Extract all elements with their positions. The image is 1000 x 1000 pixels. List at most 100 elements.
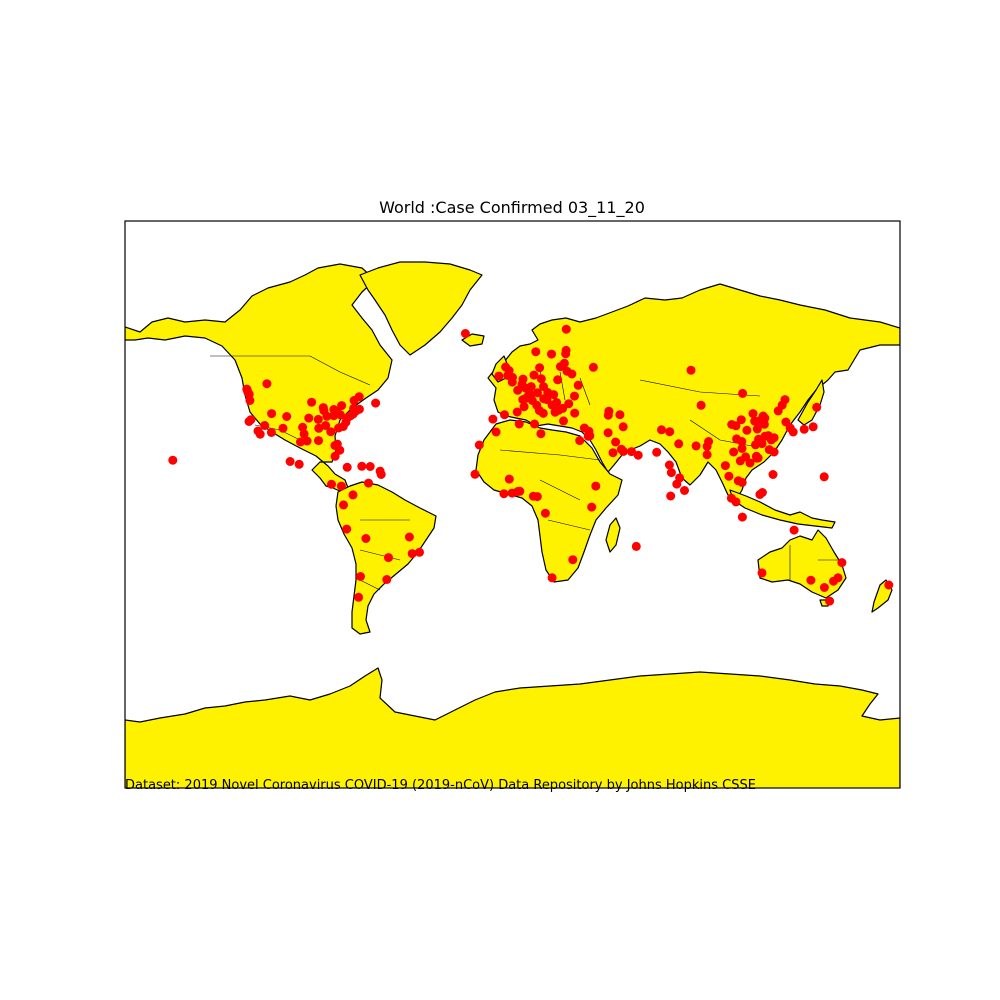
case-marker <box>245 396 255 405</box>
case-marker <box>757 439 767 449</box>
case-marker <box>727 420 737 429</box>
case-marker <box>837 558 847 568</box>
case-marker <box>672 479 682 489</box>
case-marker <box>556 362 565 372</box>
case-marker <box>342 462 352 472</box>
case-marker <box>745 458 755 468</box>
case-marker <box>736 415 746 425</box>
case-marker <box>666 491 676 501</box>
case-marker <box>266 428 276 437</box>
case-marker <box>526 382 536 392</box>
case-marker <box>704 437 714 446</box>
case-marker <box>720 461 730 471</box>
case-marker <box>318 403 328 413</box>
case-marker <box>349 403 359 413</box>
case-marker <box>742 425 752 435</box>
case-marker <box>255 429 265 439</box>
case-marker <box>460 329 470 338</box>
case-marker <box>244 417 254 426</box>
case-marker <box>729 447 739 457</box>
case-marker <box>825 596 835 606</box>
case-marker <box>603 428 613 438</box>
case-marker <box>764 445 774 455</box>
case-marker <box>538 408 548 418</box>
case-marker <box>611 437 621 447</box>
case-marker <box>760 431 770 441</box>
case-marker <box>354 392 364 402</box>
case-marker <box>513 487 523 496</box>
land-eurasia <box>487 283 900 501</box>
case-marker <box>737 477 747 487</box>
case-marker <box>415 547 424 557</box>
case-marker <box>354 592 364 602</box>
border-africa <box>499 449 601 531</box>
case-marker <box>530 419 539 429</box>
map-frame <box>124 220 901 789</box>
case-marker <box>336 481 346 491</box>
case-marker <box>780 395 790 405</box>
case-marker <box>314 423 324 433</box>
case-marker <box>731 497 741 507</box>
case-marker <box>304 413 314 423</box>
land-southeast-asia-islands <box>729 489 836 529</box>
case-marker <box>550 407 560 417</box>
case-marker <box>567 369 577 379</box>
case-marker <box>559 416 568 426</box>
case-marker <box>539 382 548 392</box>
case-marker <box>532 400 542 410</box>
case-marker <box>282 412 292 421</box>
map-layers <box>125 261 900 788</box>
case-marker <box>339 500 348 510</box>
case-marker <box>494 371 504 381</box>
case-marker <box>757 568 767 578</box>
case-marker <box>512 407 522 417</box>
case-marker <box>361 534 371 543</box>
case-marker <box>326 427 336 437</box>
case-marker <box>696 400 706 410</box>
case-marker <box>680 486 689 495</box>
case-marker <box>307 397 317 407</box>
case-marker <box>500 410 509 420</box>
case-marker <box>299 429 309 439</box>
case-marker <box>294 459 304 469</box>
land-madagascar <box>605 517 621 553</box>
case-marker <box>748 409 758 419</box>
case-marker <box>618 422 628 432</box>
case-marker <box>561 324 571 334</box>
case-marker <box>371 398 381 408</box>
case-marker <box>547 400 557 410</box>
case-marker <box>384 553 393 563</box>
case-marker <box>314 436 323 446</box>
border-us-canada <box>210 355 371 386</box>
case-marker <box>829 576 838 586</box>
case-marker <box>296 437 305 447</box>
case-marker <box>575 436 585 446</box>
case-marker <box>547 349 556 359</box>
case-marker <box>603 410 613 420</box>
case-marker <box>540 508 550 518</box>
case-marker <box>535 363 545 373</box>
case-marker <box>686 365 696 375</box>
case-marker <box>382 575 392 584</box>
case-marker <box>752 424 762 434</box>
land-africa <box>475 419 623 583</box>
case-marker <box>529 370 539 380</box>
case-marker <box>313 414 323 424</box>
case-marker <box>508 372 517 382</box>
case-marker <box>812 402 822 412</box>
case-marker <box>665 427 675 437</box>
case-marker <box>531 347 541 357</box>
case-marker <box>738 388 748 398</box>
case-marker <box>561 349 571 359</box>
case-marker <box>519 402 529 412</box>
case-marker <box>591 481 601 491</box>
case-marker <box>470 469 480 479</box>
case-marker <box>536 374 546 384</box>
case-marker <box>260 421 270 430</box>
land-greenland <box>359 261 483 356</box>
case-marker <box>356 572 365 581</box>
case-marker <box>365 462 375 471</box>
case-marker <box>788 427 798 437</box>
case-marker <box>633 450 643 460</box>
